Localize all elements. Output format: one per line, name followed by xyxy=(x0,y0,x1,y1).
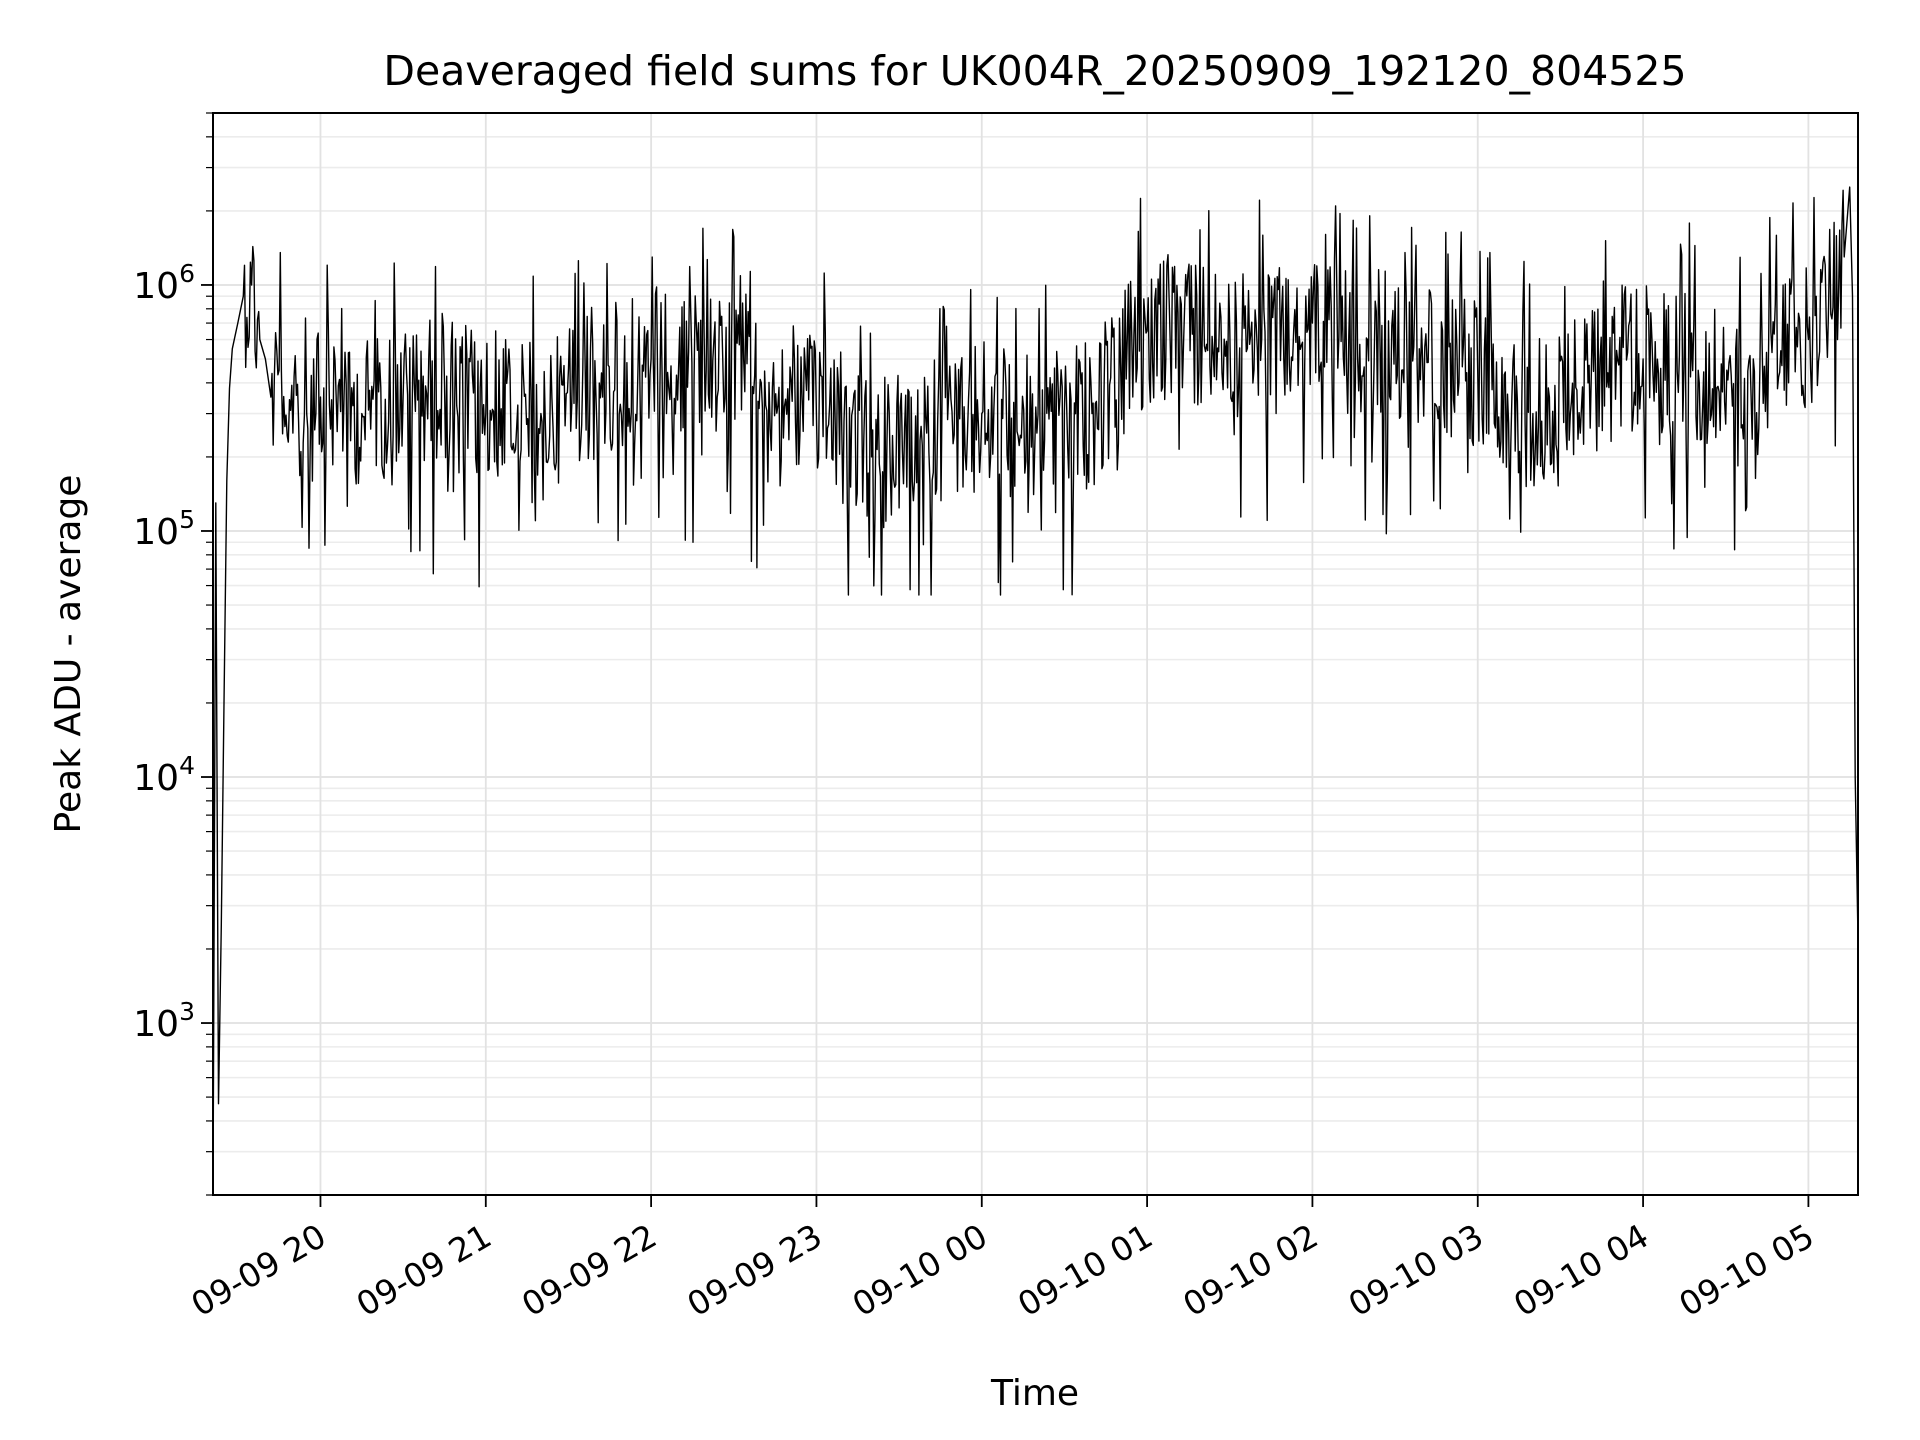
x-axis-label: Time xyxy=(990,1373,1079,1414)
plot-frame xyxy=(212,112,1859,1196)
series-group xyxy=(212,186,1859,1196)
y-axis-label: Peak ADU - average xyxy=(48,475,89,834)
y-axis: 103 104 105 106 xyxy=(133,112,213,1196)
series-line xyxy=(212,186,1859,1196)
y-tick-label: 106 xyxy=(133,259,195,307)
grid-major xyxy=(213,113,1858,1195)
y-tick-label: 105 xyxy=(133,505,195,553)
y-tick-label: 104 xyxy=(133,751,195,799)
y-tick-label: 103 xyxy=(133,997,195,1045)
chart-title: Deaveraged field sums for UK004R_2025090… xyxy=(383,47,1686,95)
